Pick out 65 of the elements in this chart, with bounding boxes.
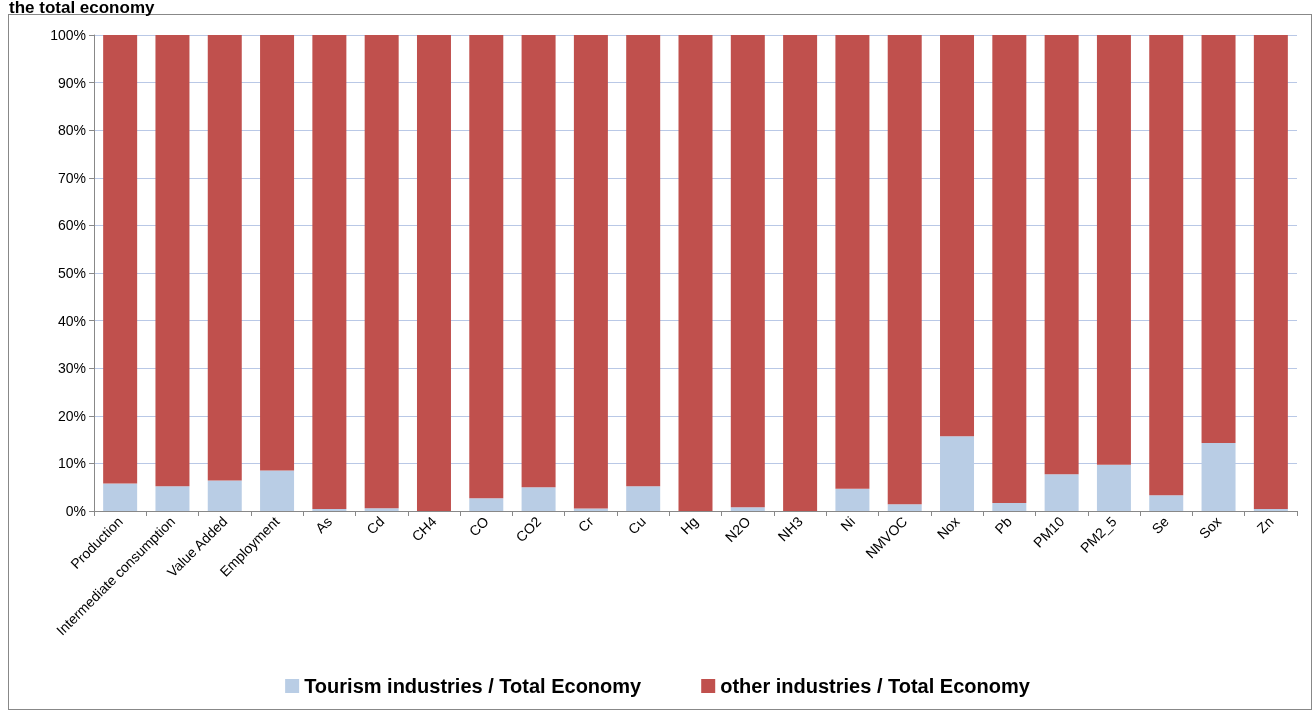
bar	[940, 35, 975, 437]
bar	[1253, 35, 1288, 510]
bar	[626, 35, 661, 487]
bar	[364, 35, 399, 509]
y-tick-label: 100%	[50, 27, 86, 43]
bar	[207, 480, 242, 511]
x-tick-label: Pb	[991, 513, 1016, 537]
x-tick-label: CH4	[408, 513, 440, 545]
y-tick-label: 70%	[57, 169, 86, 186]
bar	[364, 508, 399, 511]
bar	[573, 35, 608, 509]
bar	[1044, 474, 1079, 511]
bar	[1096, 464, 1131, 511]
bar	[521, 487, 556, 511]
bar	[155, 486, 190, 511]
y-tick-label: 0%	[65, 503, 86, 519]
bar	[730, 35, 765, 508]
bar	[1149, 495, 1184, 511]
bar	[1044, 35, 1079, 475]
bar	[835, 35, 870, 489]
legend-label: other industries / Total Economy	[720, 675, 1031, 697]
bar	[678, 35, 713, 511]
bar	[521, 35, 556, 488]
bar	[469, 498, 504, 511]
y-tick-label: 80%	[57, 122, 86, 139]
bar	[260, 35, 295, 471]
bar	[416, 35, 451, 511]
x-tick-label: Sox	[1195, 513, 1225, 542]
bar	[887, 504, 922, 511]
bar	[887, 35, 922, 505]
x-tick-label: Se	[1148, 513, 1173, 537]
bar	[103, 483, 138, 511]
y-tick-label: 30%	[57, 360, 86, 377]
x-tick-label: Hg	[677, 513, 702, 538]
x-tick-label: Cd	[363, 513, 388, 538]
bar	[103, 35, 138, 484]
bar	[469, 35, 504, 499]
bar	[992, 35, 1027, 503]
x-tick-label: Zn	[1253, 513, 1277, 537]
chart-title: the total economy	[9, 0, 156, 17]
bar	[835, 488, 870, 511]
x-tick-label: Nox	[933, 513, 963, 543]
bar	[783, 35, 818, 511]
bar	[207, 35, 242, 481]
x-tick-label: CO	[465, 513, 493, 540]
x-tick-label: Cr	[574, 513, 597, 536]
y-tick-label: 50%	[57, 265, 86, 281]
bar	[992, 502, 1027, 511]
y-tick-label: 20%	[57, 407, 86, 424]
bar	[260, 470, 295, 511]
y-tick-label: 40%	[57, 312, 86, 329]
bar	[1201, 35, 1236, 443]
bar	[626, 486, 661, 511]
bar	[312, 35, 347, 510]
bar	[1149, 35, 1184, 496]
bar	[155, 35, 190, 487]
x-tick-label: As	[312, 513, 336, 537]
y-tick-label: 10%	[57, 455, 86, 472]
x-tick-label: Cu	[624, 513, 649, 538]
y-tick-label: 90%	[57, 74, 86, 91]
bar	[1096, 35, 1131, 465]
x-tick-label: Ni	[837, 513, 859, 534]
legend-label: Tourism industries / Total Economy	[304, 675, 643, 697]
y-tick-label: 60%	[57, 217, 86, 234]
bar	[730, 507, 765, 511]
